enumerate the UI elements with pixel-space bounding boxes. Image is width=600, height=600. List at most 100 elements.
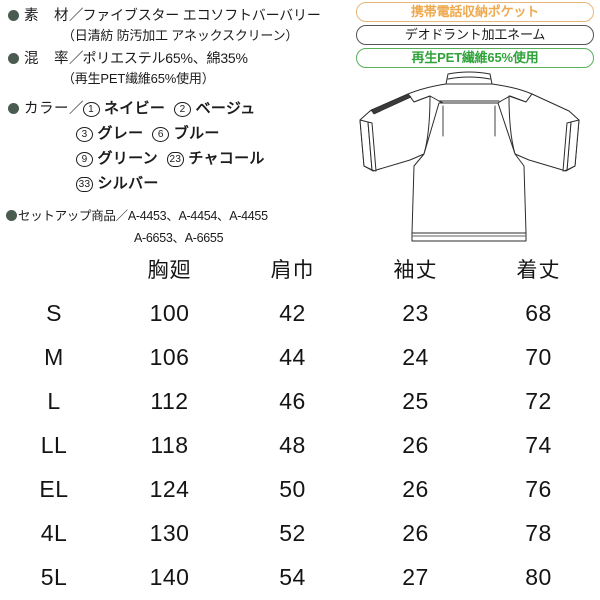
cell-s-sleeve: 23: [402, 299, 429, 326]
color-separator: ／: [69, 101, 83, 117]
material-label: 素 材: [24, 8, 69, 24]
color-number-1: 1: [82, 102, 100, 117]
blend-separator: ／: [69, 51, 83, 67]
bullet-icon: [6, 210, 17, 221]
cell-el-sleeve: 26: [402, 475, 429, 502]
setup-products-line1: A-4453、A-4454、A-4455: [127, 209, 268, 223]
cell-ll-shoulder: 48: [279, 431, 306, 458]
badge-recycled-pet: 再生PET繊維65%使用: [356, 48, 594, 68]
column-header-chest: 胸廻: [147, 259, 192, 282]
garment-illustration: [338, 70, 600, 247]
blend-sub-value: （再生PET繊維65%使用）: [62, 71, 215, 86]
spec-row-material-sub: （日清紡 防汚加工 アネックスクリーン）: [62, 25, 298, 44]
collar-shape: [445, 71, 493, 85]
cell-s-shoulder: 42: [279, 299, 306, 326]
feature-badges: 携帯電話収納ポケット デオドラント加工ネーム 再生PET繊維65%使用: [356, 2, 598, 71]
cell-ll-sleeve: 26: [402, 431, 429, 458]
color-name-9: グリーン: [97, 150, 158, 167]
color-name-6: ブルー: [173, 125, 220, 142]
cell-5l-length: 80: [525, 564, 552, 590]
shirt-back-view-icon: [359, 71, 580, 242]
cell-s-chest: 100: [149, 299, 190, 326]
color-name-2: ベージュ: [195, 100, 256, 117]
color-number-9: 9: [76, 152, 93, 167]
cell-4l-length: 78: [525, 519, 552, 546]
cell-ll-length: 74: [525, 431, 552, 458]
color-label: カラー: [24, 101, 69, 117]
color-name-23: チャコール: [188, 150, 265, 167]
table-row: LL 118 48 26 74: [0, 423, 600, 467]
column-header-sleeve: 袖丈: [393, 259, 438, 282]
column-header-length: 着丈: [516, 259, 561, 282]
specifications-block: 素 材／ファイブスター エコソフトバーバリー （日清紡 防汚加工 アネックスクリ…: [0, 0, 340, 247]
setup-separator: ／: [115, 209, 129, 223]
cell-ll-chest: 118: [150, 431, 189, 458]
row-size-el: EL: [39, 475, 69, 502]
setup-products-line2: A-6653、A-6655: [134, 231, 224, 245]
cell-m-length: 70: [525, 343, 552, 370]
cell-m-sleeve: 24: [402, 343, 429, 370]
color-number-33: 33: [76, 177, 93, 192]
color-number-2: 2: [174, 102, 192, 117]
cell-el-shoulder: 50: [279, 475, 306, 502]
cell-el-chest: 124: [149, 475, 190, 502]
cell-l-chest: 112: [150, 387, 189, 414]
cell-5l-chest: 140: [149, 564, 190, 590]
bullet-icon: [8, 103, 19, 114]
spec-row-color-4: 33 シルバー: [76, 172, 159, 193]
setup-label: セットアップ商品: [18, 209, 116, 223]
cell-l-shoulder: 46: [279, 387, 306, 414]
cell-l-sleeve: 25: [402, 387, 429, 414]
cell-l-length: 72: [525, 387, 552, 414]
spec-row-color-3: 9 グリーン 23 チャコール: [76, 147, 265, 168]
spec-row-material: 素 材／ファイブスター エコソフトバーバリー: [8, 4, 321, 25]
cell-m-chest: 106: [149, 343, 190, 370]
column-header-shoulder: 肩巾: [270, 259, 315, 282]
spec-row-blend: 混 率／ポリエステル65%、綿35%: [8, 47, 248, 68]
cell-s-length: 68: [525, 299, 552, 326]
material-value: ファイブスター エコソフトバーバリー: [82, 7, 321, 23]
table-row: S 100 42 23 68: [0, 291, 600, 335]
bullet-icon: [8, 10, 19, 21]
blend-value: ポリエステル65%、綿35%: [82, 50, 248, 66]
color-name-1: ネイビー: [103, 100, 166, 117]
row-size-l: L: [47, 387, 61, 414]
cell-4l-chest: 130: [149, 519, 190, 546]
table-row: 5L 140 54 27 80: [0, 555, 600, 600]
cell-m-shoulder: 44: [279, 343, 306, 370]
cell-el-length: 76: [525, 475, 552, 502]
table-corner-cell: [0, 247, 108, 291]
color-number-23: 23: [166, 152, 184, 167]
spec-row-setup-2: A-6653、A-6655: [134, 227, 224, 246]
row-size-4l: 4L: [40, 519, 68, 546]
table-row: 4L 130 52 26 78: [0, 511, 600, 555]
cell-4l-sleeve: 26: [402, 519, 429, 546]
row-size-5l: 5L: [40, 564, 68, 590]
bullet-icon: [8, 53, 19, 64]
row-size-ll: LL: [40, 431, 68, 458]
table-row: EL 124 50 26 76: [0, 467, 600, 511]
badge-mobile-phone-pocket: 携帯電話収納ポケット: [356, 2, 594, 22]
blend-label: 混 率: [24, 51, 69, 67]
color-name-3: グレー: [97, 125, 144, 142]
cell-4l-shoulder: 52: [279, 519, 306, 546]
material-separator: ／: [69, 8, 83, 24]
spec-row-color-1: カラー／ 1 ネイビー 2 ベージュ: [8, 97, 255, 118]
spec-row-color-2: 3 グレー 6 ブルー: [76, 122, 220, 143]
material-sub-value: （日清紡 防汚加工 アネックスクリーン）: [62, 28, 299, 43]
color-name-33: シルバー: [97, 175, 159, 192]
cell-5l-sleeve: 27: [402, 564, 429, 590]
color-number-6: 6: [152, 127, 170, 142]
table-header-row: 胸廻 肩巾 袖丈 着丈: [0, 247, 600, 291]
table-row: L 112 46 25 72: [0, 379, 600, 423]
cell-5l-shoulder: 54: [279, 564, 306, 590]
spec-row-blend-sub: （再生PET繊維65%使用）: [62, 68, 215, 87]
badge-deodorant-name: デオドラント加工ネーム: [356, 25, 594, 45]
size-chart-table: 胸廻 肩巾 袖丈 着丈 S 100 42 23 68 M 106 44 24 7…: [0, 247, 600, 600]
row-size-m: M: [44, 343, 64, 370]
table-row: M 106 44 24 70: [0, 335, 600, 379]
spec-row-setup: セットアップ商品／A-4453、A-4454、A-4455: [6, 205, 268, 224]
color-number-3: 3: [76, 127, 93, 142]
row-size-s: S: [46, 299, 62, 326]
